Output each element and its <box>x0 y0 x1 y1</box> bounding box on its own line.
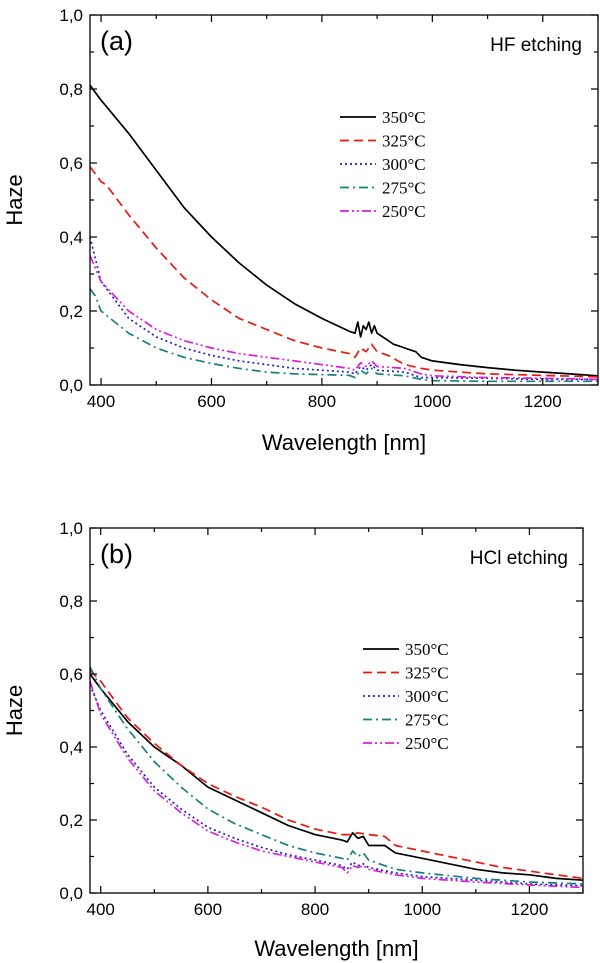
y-tick-label: 0,2 <box>59 302 83 321</box>
y-tick-label: 0,4 <box>59 738 83 757</box>
y-tick-label: 0,6 <box>59 154 83 173</box>
series-line-250c <box>90 681 583 889</box>
y-tick-label: 0,8 <box>59 592 83 611</box>
x-tick-label: 600 <box>197 392 225 411</box>
series-line-325c <box>90 669 583 880</box>
series-line-350c <box>90 673 583 882</box>
y-axis-label: Haze <box>2 174 27 225</box>
x-tick-label: 400 <box>87 900 115 919</box>
x-tick-label: 1000 <box>413 392 451 411</box>
legend-label: 350°C <box>405 640 449 659</box>
y-tick-label: 0,0 <box>59 376 83 395</box>
series-line-325c <box>90 166 598 378</box>
series-line-275c <box>90 666 583 885</box>
x-tick-label: 1000 <box>403 900 441 919</box>
x-tick-label: 600 <box>194 900 222 919</box>
x-tick-label: 800 <box>301 900 329 919</box>
series-line-350c <box>90 84 598 377</box>
legend-label: 350°C <box>382 108 426 127</box>
series-line-275c <box>90 288 598 383</box>
panel-hf-etching: 400 600 800 1000 1200 0,0 0,2 0,4 0,6 0,8 1,0 Wavel… <box>2 6 599 455</box>
y-tick-label: 1,0 <box>59 519 83 538</box>
y-tick-label: 0,8 <box>59 80 83 99</box>
legend-label: 300°C <box>382 155 426 174</box>
x-tick-label: 400 <box>87 392 115 411</box>
x-tick-label: 800 <box>308 392 336 411</box>
y-tick-label: 0,4 <box>59 228 83 247</box>
legend-label: 250°C <box>382 202 426 221</box>
legend-label: 250°C <box>405 734 449 753</box>
series-line-300c <box>90 684 583 887</box>
y-axis-label: Haze <box>2 685 27 736</box>
series-line-300c <box>90 236 598 381</box>
panel-label: (b) <box>100 539 133 569</box>
x-axis-label: Wavelength [nm] <box>254 936 418 961</box>
legend: 350°C 325°C 300°C 275°C 250°C <box>340 108 426 221</box>
x-tick-label: 1200 <box>510 900 548 919</box>
x-axis-label: Wavelength [nm] <box>262 430 426 455</box>
etching-condition-label: HCl etching <box>470 548 568 569</box>
y-tick-label: 0,2 <box>59 811 83 830</box>
legend-label: 325°C <box>382 132 426 151</box>
y-tick-label: 0,0 <box>59 884 83 903</box>
legend-label: 325°C <box>405 664 449 683</box>
panel-hcl-etching: 400 600 800 1000 1200 0,0 0,2 0,4 0,6 0,8 1,0 Wavel… <box>2 519 584 961</box>
y-tick-label: 1,0 <box>59 6 83 25</box>
etching-condition-label: HF etching <box>490 35 582 56</box>
legend: 350°C 325°C 300°C 275°C 250°C <box>363 640 449 753</box>
legend-label: 275°C <box>405 711 449 730</box>
x-tick-label: 1200 <box>524 392 562 411</box>
legend-label: 275°C <box>382 179 426 198</box>
panel-label: (a) <box>100 26 133 56</box>
y-tick-label: 0,6 <box>59 665 83 684</box>
legend-label: 300°C <box>405 687 449 706</box>
series-line-250c <box>90 255 598 381</box>
